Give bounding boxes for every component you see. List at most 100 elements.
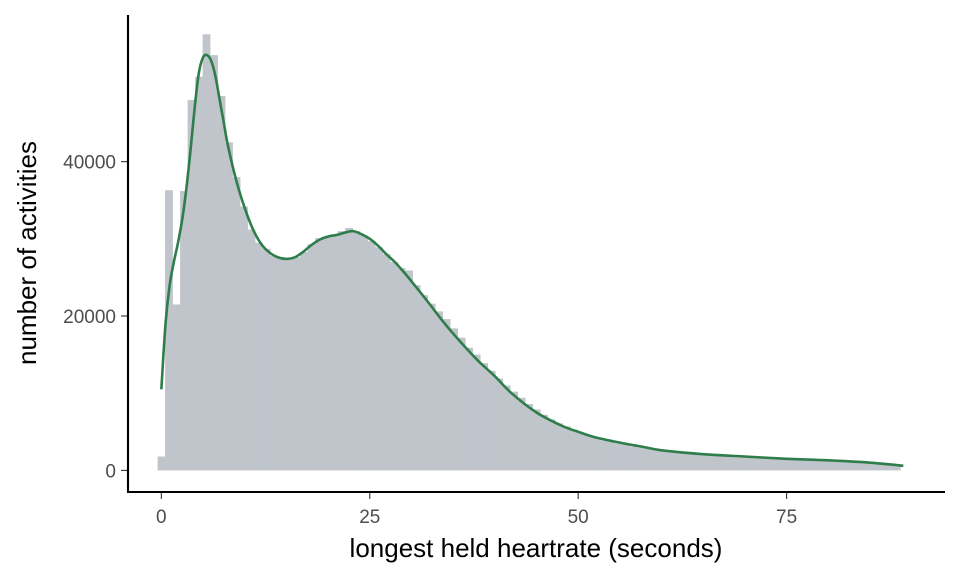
histogram-bar bbox=[870, 462, 879, 471]
histogram-bar bbox=[817, 459, 826, 471]
histogram-bar bbox=[487, 370, 496, 471]
histogram-bar bbox=[262, 248, 271, 471]
histogram-bar bbox=[315, 238, 323, 471]
x-tick-label: 0 bbox=[156, 507, 167, 528]
histogram-bar bbox=[637, 447, 646, 471]
histogram-bar bbox=[607, 441, 616, 471]
histogram-bar bbox=[877, 463, 886, 471]
histogram-bar bbox=[855, 461, 864, 471]
histogram-bar bbox=[202, 34, 211, 471]
histogram-bar bbox=[787, 458, 796, 471]
histogram-bar bbox=[322, 236, 331, 471]
y-tick-label: 20000 bbox=[63, 307, 116, 328]
histogram-bar bbox=[712, 454, 721, 471]
histogram-bar bbox=[690, 453, 699, 471]
histogram-bar bbox=[232, 177, 241, 471]
histogram-bar bbox=[862, 462, 871, 471]
histogram-bar bbox=[420, 295, 428, 471]
histogram-bar bbox=[337, 231, 346, 471]
histogram-bar bbox=[622, 444, 631, 471]
histogram-bar bbox=[652, 449, 661, 471]
histogram-bar bbox=[217, 96, 226, 471]
histogram-bar bbox=[352, 231, 361, 471]
histogram-bar bbox=[772, 457, 781, 471]
histogram-bar bbox=[450, 328, 459, 471]
histogram-bar bbox=[157, 456, 166, 471]
histogram-bar bbox=[330, 234, 338, 471]
histogram-bar bbox=[360, 235, 368, 471]
histogram-bar bbox=[187, 99, 196, 471]
histogram-bar bbox=[540, 414, 549, 471]
x-tick-label: 50 bbox=[568, 507, 589, 528]
histogram-bar bbox=[615, 443, 624, 471]
histogram-bar bbox=[750, 456, 759, 471]
histogram-bar bbox=[667, 451, 676, 471]
histogram-bar bbox=[367, 241, 376, 471]
histogram-bar bbox=[682, 452, 691, 471]
histogram-bar bbox=[802, 459, 811, 471]
histogram-bar bbox=[472, 354, 481, 471]
histogram-bar bbox=[757, 456, 766, 471]
y-tick-label: 0 bbox=[105, 461, 116, 482]
histogram-bar bbox=[555, 423, 564, 471]
histogram-bar bbox=[742, 456, 751, 471]
histogram-bar bbox=[570, 429, 579, 471]
histogram-bar bbox=[180, 190, 188, 471]
histogram-bar bbox=[277, 258, 286, 471]
histogram-bar bbox=[375, 247, 383, 471]
histogram-bar bbox=[510, 391, 519, 471]
histogram-bar bbox=[412, 285, 421, 471]
histogram-bar bbox=[780, 458, 789, 471]
histogram-bar bbox=[390, 261, 398, 471]
histogram-bar bbox=[270, 255, 278, 471]
histogram-bar bbox=[210, 55, 218, 471]
histogram-bar bbox=[195, 76, 203, 471]
histogram-bar bbox=[345, 228, 353, 471]
x-tick-label: 25 bbox=[359, 507, 380, 528]
histogram-bar bbox=[892, 464, 901, 471]
histogram-bar bbox=[525, 404, 534, 471]
histogram-bar bbox=[532, 409, 541, 471]
histogram-bar bbox=[645, 448, 654, 471]
histogram-bar bbox=[165, 190, 173, 471]
histogram-bar bbox=[255, 242, 263, 471]
histogram-bar bbox=[247, 229, 256, 471]
histogram-bar bbox=[495, 378, 504, 471]
y-tick-label: 40000 bbox=[63, 153, 116, 174]
histogram-bar bbox=[727, 455, 736, 471]
histogram-bar bbox=[292, 257, 301, 471]
histogram-bar bbox=[457, 337, 466, 471]
histogram-bar bbox=[577, 432, 586, 471]
histogram-bar bbox=[427, 303, 436, 471]
y-axis-title: number of activities bbox=[12, 141, 42, 365]
histogram-bar bbox=[765, 457, 774, 471]
histogram-bar bbox=[225, 142, 233, 471]
y-axis-ticks: 0 20000 40000 bbox=[63, 153, 127, 482]
histogram-bar bbox=[600, 440, 609, 471]
histogram-bar bbox=[435, 311, 444, 471]
histogram-bar bbox=[630, 446, 639, 471]
histogram-bar bbox=[562, 426, 571, 471]
x-tick-label: 75 bbox=[776, 507, 797, 528]
histogram-bar bbox=[705, 454, 714, 471]
histogram-bar bbox=[502, 385, 511, 471]
histogram-bar bbox=[795, 458, 804, 471]
histogram-bar bbox=[585, 435, 594, 471]
histogram-bar bbox=[825, 460, 834, 471]
histogram-bar bbox=[382, 254, 391, 471]
histogram-bar bbox=[840, 461, 849, 471]
histogram-bar bbox=[172, 304, 181, 471]
histogram-bar bbox=[442, 319, 451, 471]
histogram-bar bbox=[810, 459, 819, 471]
histogram-bar bbox=[397, 268, 406, 471]
histogram-bar bbox=[720, 454, 729, 471]
histogram-bar bbox=[480, 363, 489, 471]
histogram-bar bbox=[697, 453, 706, 471]
x-axis-ticks: 0 25 50 75 bbox=[156, 493, 797, 528]
x-axis-title: longest held heartrate (seconds) bbox=[350, 533, 723, 563]
density-curve bbox=[160, 53, 904, 468]
histogram-bar bbox=[285, 259, 293, 471]
histogram-bar bbox=[832, 460, 841, 471]
histogram-bar bbox=[660, 450, 669, 471]
